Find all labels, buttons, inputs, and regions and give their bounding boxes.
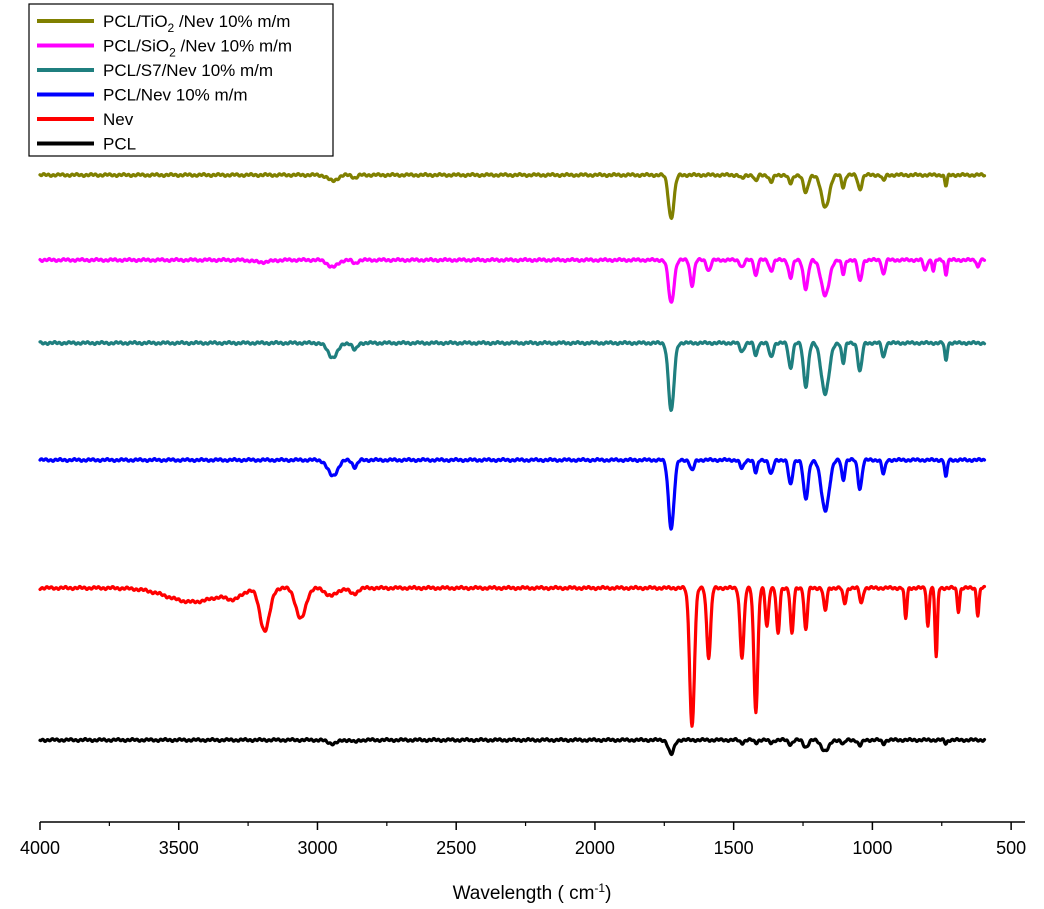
series-line-4 (38, 457, 987, 531)
x-axis-label: Wavelength ( cm-1) (453, 881, 612, 904)
x-tick-label: 1500 (714, 838, 754, 858)
legend-label: PCL/Nev 10% m/m (103, 86, 248, 105)
legend-label: PCL/S7/Nev 10% m/m (103, 61, 273, 80)
series-line-1 (38, 172, 987, 220)
legend-box (28, 3, 334, 157)
x-tick-label: 3000 (297, 838, 337, 858)
legend-label: Nev (103, 110, 134, 129)
legend-label: PCL/TiO2 /Nev 10% m/m (103, 12, 290, 35)
x-tick-label: 3500 (159, 838, 199, 858)
x-tick-label: 1000 (852, 838, 892, 858)
x-axis-unit-superscript: -1 (594, 881, 605, 895)
legend-label: PCL/SiO2 /Nev 10% m/m (103, 37, 292, 60)
series-line-5 (38, 584, 987, 728)
series-line-3 (38, 340, 987, 412)
x-tick-label: 4000 (20, 838, 60, 858)
series-line-6 (38, 736, 987, 757)
series-layer (38, 172, 987, 757)
x-tick-label: 500 (996, 838, 1026, 858)
legend-label: PCL (103, 135, 136, 154)
series-line-2 (38, 257, 987, 304)
x-tick-label: 2500 (436, 838, 476, 858)
x-axis: 4000 3500 3000 2500 2000 1500 1000 500 Waveleng… (20, 821, 1026, 904)
x-tick-label: 2000 (575, 838, 615, 858)
